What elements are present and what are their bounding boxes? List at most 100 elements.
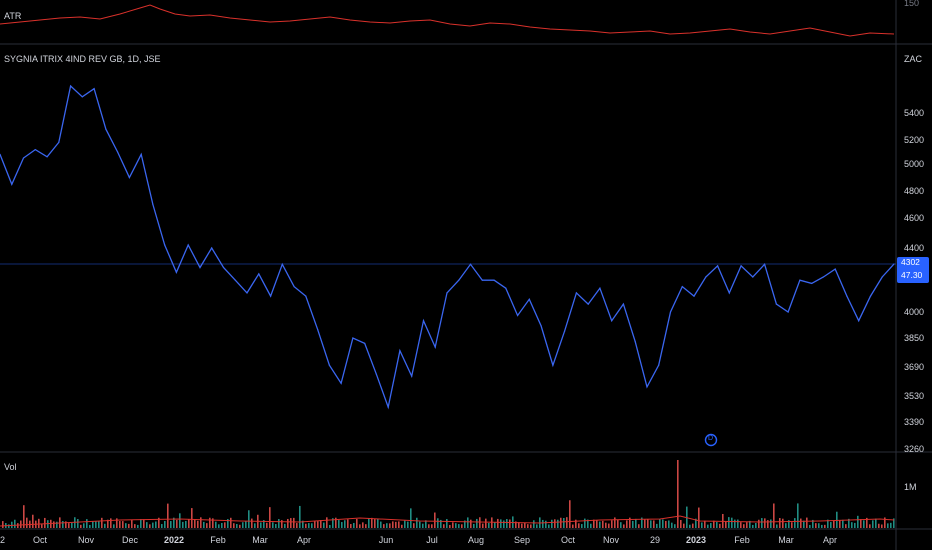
price-tick-label: 4600 (904, 213, 924, 223)
volume-bar (212, 518, 214, 528)
volume-bar (248, 510, 250, 528)
dividend-marker-circle[interactable] (704, 433, 718, 447)
time-tick-label: Dec (122, 535, 139, 545)
volume-bar (755, 523, 757, 528)
volume-bar (704, 520, 706, 528)
volume-bar (326, 517, 328, 528)
volume-bar (266, 522, 268, 528)
volume-bar (533, 520, 535, 528)
volume-bar (194, 519, 196, 528)
volume-bar (95, 521, 97, 528)
volume-bar (815, 523, 817, 528)
price-series-point (11, 183, 13, 185)
volume-bar (677, 460, 679, 528)
volume-bar (308, 523, 310, 528)
volume-bar (83, 523, 85, 528)
volume-bar (797, 503, 799, 528)
volume-bar (440, 519, 442, 528)
volume-bar (452, 522, 454, 528)
time-tick-label: Feb (734, 535, 750, 545)
volume-bar (68, 523, 70, 528)
volume-bar (503, 520, 505, 528)
volume-bar (719, 523, 721, 528)
price-series-point (258, 273, 260, 275)
volume-bar (785, 523, 787, 528)
volume-bar (470, 519, 472, 528)
volume-bar (587, 519, 589, 528)
price-series-point (281, 263, 283, 265)
volume-bar (578, 523, 580, 528)
price-tick-label: 3530 (904, 391, 924, 401)
volume-bar (476, 518, 478, 528)
volume-bar (617, 519, 619, 528)
volume-bar (584, 518, 586, 528)
volume-bar (236, 523, 238, 528)
volume-bar (773, 503, 775, 528)
price-series-point (222, 266, 225, 269)
volume-bar (182, 521, 184, 528)
price-series-point (517, 314, 519, 317)
volume-bar (227, 519, 229, 528)
volume-bar (497, 518, 499, 528)
price-series-point (540, 325, 542, 327)
volume-bar (77, 519, 79, 528)
volume-bar (353, 522, 355, 528)
volume-bar (806, 517, 808, 528)
price-series-point (128, 176, 130, 179)
price-series-point (328, 364, 330, 366)
volume-bar (614, 517, 616, 528)
volume-bar (71, 522, 73, 528)
volume-bar (395, 521, 397, 528)
volume-bar (188, 519, 190, 528)
volume-bar (230, 517, 232, 528)
volume-bar (893, 518, 895, 528)
volume-bar (455, 523, 457, 528)
volume-bar (176, 519, 178, 528)
volume-bar (695, 518, 697, 528)
volume-bar (305, 523, 307, 528)
volume-bar (890, 522, 892, 528)
volume-bar (200, 517, 202, 528)
volume-bar (473, 523, 475, 528)
volume-bar (743, 524, 745, 528)
volume-bar (548, 524, 550, 528)
volume-bar (218, 524, 220, 528)
time-tick-label: Apr (297, 535, 311, 545)
volume-bar (635, 518, 637, 528)
volume-bar (173, 517, 175, 528)
volume-bar (665, 520, 667, 528)
symbol-title: SYGNIA ITRIX 4IND REV GB, 1D, JSE (4, 54, 161, 64)
volume-bar (134, 524, 136, 528)
time-tick-label: Mar (778, 535, 794, 545)
volume-bar (221, 522, 223, 528)
volume-bar (56, 521, 58, 528)
price-series-point (846, 295, 848, 297)
volume-bar (881, 524, 883, 528)
volume-bar (575, 519, 577, 528)
volume-bar (863, 520, 865, 528)
volume-bar (836, 511, 838, 528)
time-tick-label: 29 (650, 535, 660, 545)
price-series-point (669, 311, 672, 313)
price-tick-label: 5200 (904, 135, 924, 145)
price-series-point (646, 386, 648, 388)
volume-bar (590, 523, 592, 528)
price-series-point (22, 157, 25, 159)
price-series-point (422, 320, 425, 322)
volume-bar (800, 518, 802, 528)
volume-bar (740, 522, 742, 528)
volume-bar (215, 521, 217, 528)
last-price-change: 47.30 (901, 270, 923, 280)
volume-bar (104, 523, 106, 528)
volume-bar (311, 523, 313, 528)
price-series-point (469, 263, 472, 265)
volume-bar (335, 517, 337, 528)
volume-bar (422, 523, 424, 528)
volume-bar (317, 521, 319, 528)
volume-bar (386, 523, 388, 528)
volume-bar (866, 517, 868, 528)
volume-bar (407, 521, 409, 528)
volume-bar (323, 522, 325, 528)
price-series-point (681, 286, 683, 288)
volume-bar (506, 518, 508, 528)
